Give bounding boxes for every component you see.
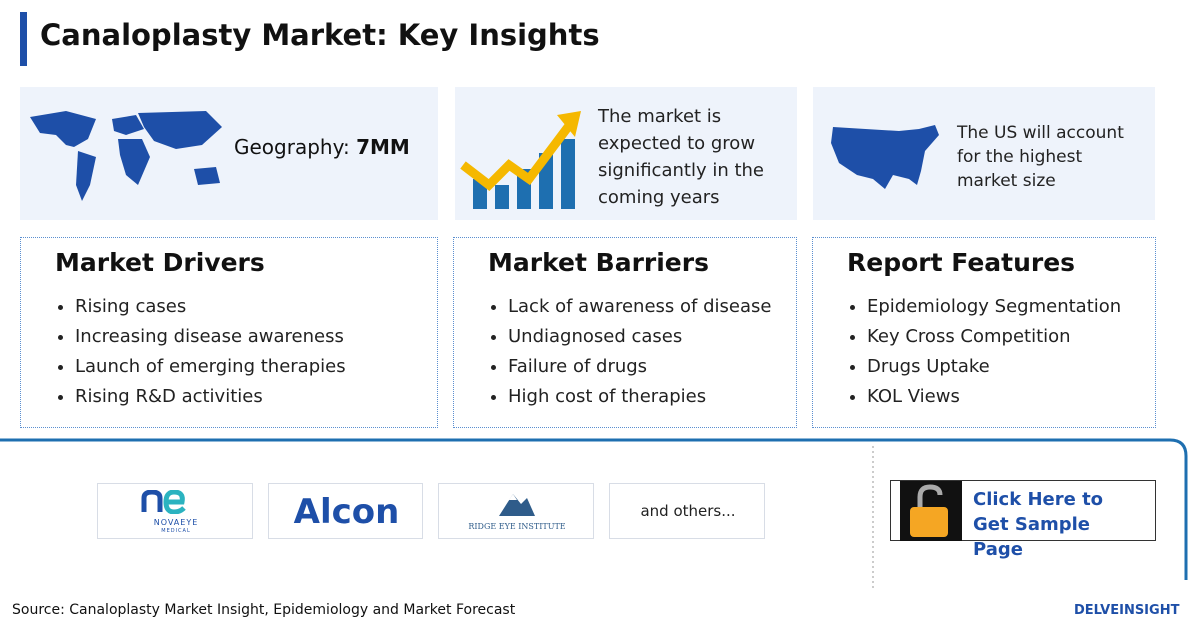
ridge-text: RIDGE EYE INSTITUTE [468, 522, 566, 531]
source: Source: Canaloplasty Market Insight, Epi… [12, 602, 516, 618]
list-item: Epidemiology Segmentation [867, 292, 1121, 322]
list-item: Increasing disease awareness [75, 322, 346, 352]
panel: Market Drivers Rising casesIncreasing dis… [20, 237, 438, 428]
company-logo: Alcon [268, 483, 423, 539]
title-bar [20, 12, 27, 66]
divider [0, 438, 1188, 590]
panel: Market Barriers Lack of awareness of dise… [453, 237, 797, 428]
company-logo: NOVAEYE MEDICAL [97, 483, 253, 539]
novaeye-mark [141, 490, 186, 514]
geography: Geography: 7MM [234, 135, 410, 159]
panel-list: Epidemiology SegmentationKey Cross Compe… [845, 292, 1121, 412]
world-map-icon [30, 111, 222, 201]
panel-list: Lack of awareness of diseaseUndiagnosed … [486, 292, 771, 412]
panel: Report Features Epidemiology Segmentation… [812, 237, 1156, 428]
list-item: Undiagnosed cases [508, 322, 771, 352]
ridge-mark [499, 494, 535, 516]
insight-card: The US will account for the highest mark… [813, 87, 1155, 220]
panel-list: Rising casesIncreasing disease awareness… [53, 292, 346, 412]
company-logo: RIDGE EYE INSTITUTE [438, 483, 594, 539]
list-item: Launch of emerging therapies [75, 352, 346, 382]
growth-icon [460, 111, 581, 209]
list-item: Drugs Uptake [867, 352, 1121, 382]
geography-value: 7MM [356, 135, 410, 159]
panel-title: Market Barriers [488, 248, 709, 277]
list-item: Rising R&D activities [75, 382, 346, 412]
list-item: Key Cross Competition [867, 322, 1121, 352]
title: Canaloplasty Market: Key Insights [40, 18, 600, 52]
us-text: The US will account for the highest mark… [957, 123, 1124, 191]
cta-text[interactable]: Click Here to Get Sample Page [973, 489, 1104, 560]
lock-icon [900, 481, 962, 541]
list-item: Failure of drugs [508, 352, 771, 382]
us-map-icon [831, 125, 939, 189]
company-logo: and others... [609, 483, 765, 539]
panel-title: Report Features [847, 248, 1076, 277]
panel-title: Market Drivers [55, 248, 265, 277]
alcon-text: Alcon [293, 492, 400, 532]
list-item: Lack of awareness of disease [508, 292, 771, 322]
novaeye-sub: MEDICAL [161, 528, 191, 534]
list-item: Rising cases [75, 292, 346, 322]
list-item: High cost of therapies [508, 382, 771, 412]
sample-button[interactable]: Click Here to Get Sample Page [890, 480, 1156, 560]
list-item: KOL Views [867, 382, 1121, 412]
brand: DELVEINSIGHT [1074, 603, 1180, 618]
geography-label: Geography: [234, 135, 357, 159]
novaeye-text: NOVAEYE [153, 518, 199, 527]
insight-card: Geography: 7MM [20, 87, 438, 220]
insight-card: The market is expected to grow significa… [455, 87, 797, 220]
others-text: and others... [640, 502, 736, 520]
growth-text: The market is expected to grow significa… [598, 106, 764, 208]
